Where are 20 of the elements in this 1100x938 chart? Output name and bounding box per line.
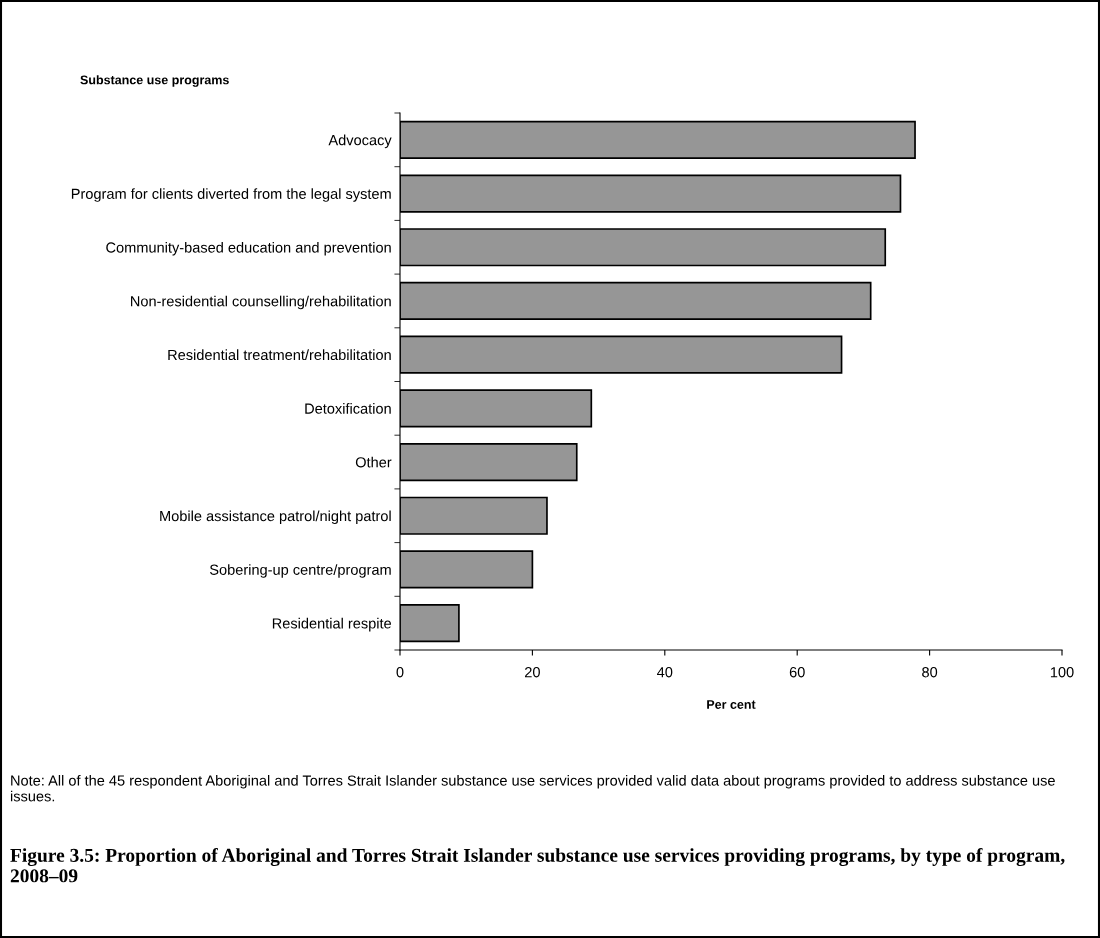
y-tick-label: Non-residential counselling/rehabilitation	[131, 295, 391, 310]
x-tick-label: 60	[789, 667, 805, 678]
x-tick-label: 80	[922, 667, 938, 678]
y-tick-label: Program for clients diverted from the legal system	[71, 188, 391, 202]
x-axis-title: Per cent	[707, 700, 756, 709]
y-axis-title: Substance use programs	[80, 75, 229, 87]
y-tick-label: Residential respite	[272, 617, 392, 632]
x-tick-label: 0	[396, 667, 404, 678]
y-tick-label: Residential treatment/rehabilitation	[168, 349, 391, 361]
text: Note: All of the 45 respondent Aboriginal and Torres Strait Islander substance use services provided valid data about programs provided to address substance use issues.	[10, 775, 1055, 802]
y-tick-label: Mobile assistance patrol/night patrol	[160, 510, 391, 525]
x-tick-label: 40	[657, 667, 673, 678]
y-tick-label: Other	[355, 456, 392, 468]
y-tick-label: Detoxification	[305, 403, 391, 414]
text: Figure 3.5: Proportion of Aboriginal and Torres Strait Islander substance use services providing programs, by type of program, 2008–09	[10, 848, 1065, 883]
x-tick-label: 100	[1050, 667, 1074, 678]
y-tick-label: Sobering-up centre/program	[209, 564, 391, 578]
y-tick-label: Community-based education and prevention	[106, 241, 391, 256]
y-tick-label: Advocacy	[328, 134, 392, 149]
x-tick-label: 20	[525, 667, 540, 678]
